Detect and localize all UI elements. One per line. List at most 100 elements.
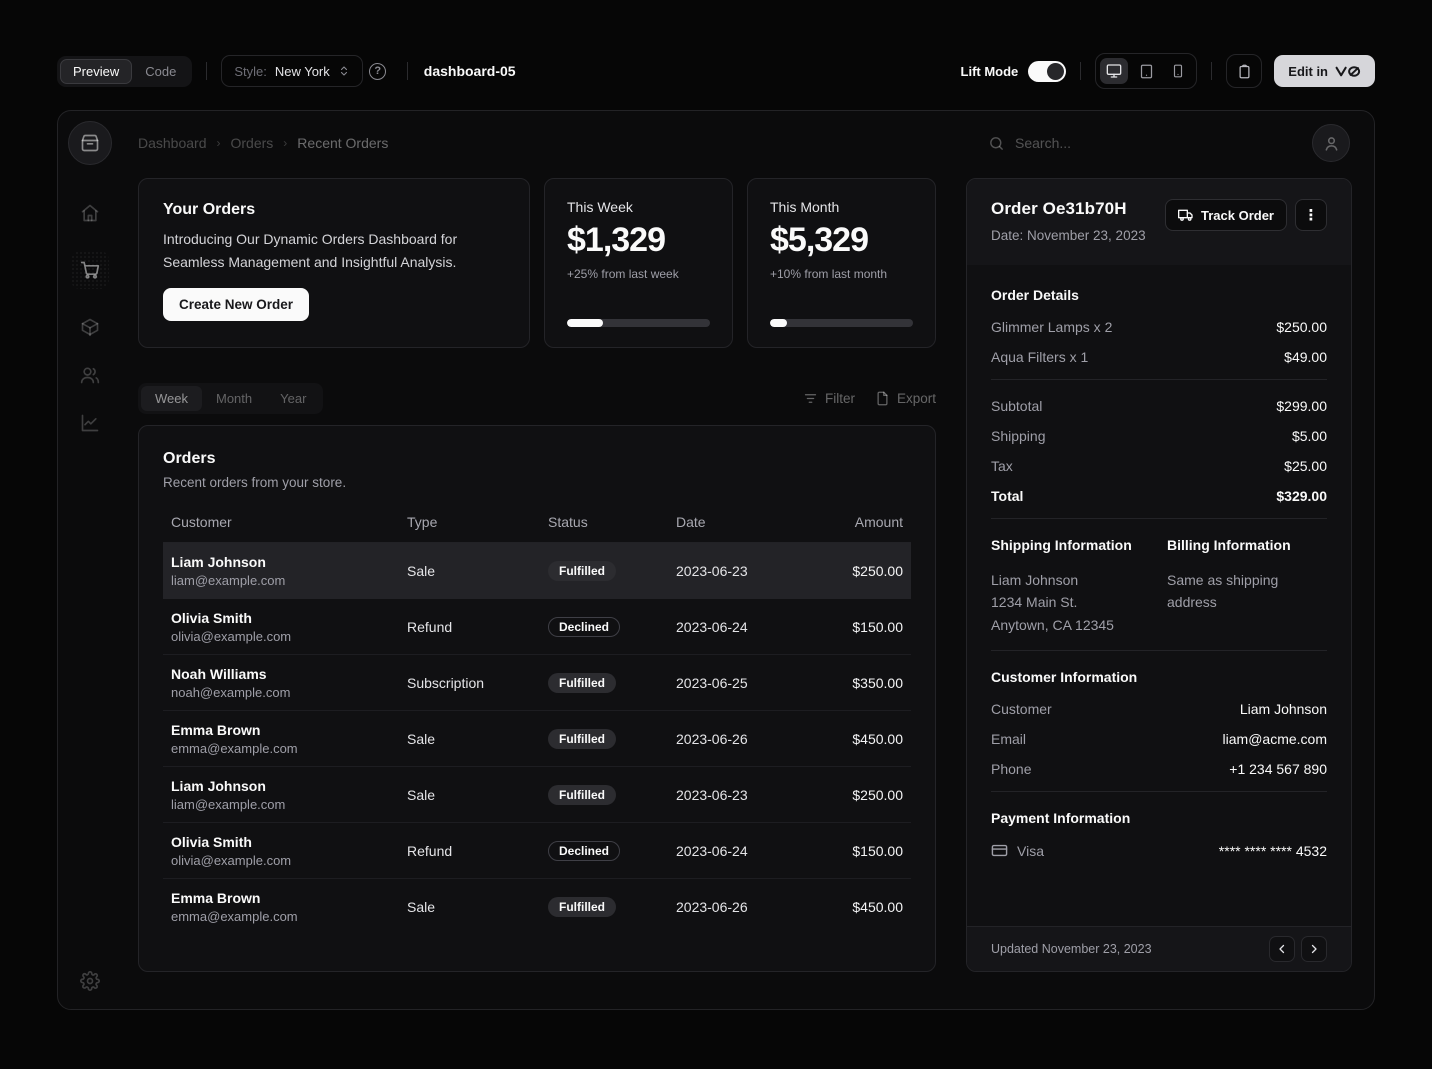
tab-month[interactable]: Month xyxy=(216,390,253,406)
order-details-title: Order Details xyxy=(991,287,1079,303)
device-preview-group xyxy=(1095,53,1198,89)
breadcrumb-orders[interactable]: Orders xyxy=(230,135,274,151)
gear-icon xyxy=(80,971,100,991)
style-select-label: Style: xyxy=(234,63,267,79)
order-amount: $450.00 xyxy=(852,899,903,915)
tab-year[interactable]: Year xyxy=(280,390,307,406)
order-date: 2023-06-23 xyxy=(676,562,748,579)
order-date: 2023-06-26 xyxy=(676,899,748,915)
table-row[interactable]: Olivia Smith olivia@example.com Refund De… xyxy=(163,599,911,655)
stat-label: This Week xyxy=(567,199,633,215)
copy-code-button[interactable] xyxy=(1226,54,1263,88)
order-date: 2023-06-24 xyxy=(676,618,748,635)
track-order-button[interactable]: Track Order xyxy=(1165,199,1287,231)
divider xyxy=(991,791,1327,793)
stat-delta: +10% from last month xyxy=(770,267,888,281)
order-type: Refund xyxy=(407,842,453,859)
chevrons-up-down-icon xyxy=(338,65,350,77)
divider xyxy=(406,62,408,80)
orders-table-card: Orders Recent orders from your store. Cu… xyxy=(138,425,936,972)
divider xyxy=(206,62,208,80)
table-row[interactable]: Emma Brown emma@example.com Sale Fulfille… xyxy=(163,879,911,935)
summary-value: $329.00 xyxy=(1276,488,1327,504)
order-amount: $450.00 xyxy=(852,730,903,747)
table-row[interactable]: Emma Brown emma@example.com Sale Fulfille… xyxy=(163,711,911,767)
sidebar-item-settings[interactable] xyxy=(80,971,100,991)
search-box xyxy=(988,135,1298,152)
track-order-label: Track Order xyxy=(1201,207,1274,223)
order-pagination xyxy=(1269,936,1327,962)
billing-text: Same as shipping address xyxy=(1167,572,1279,611)
previous-order-button[interactable] xyxy=(1269,936,1295,962)
customer-info-title: Customer Information xyxy=(991,669,1138,686)
filter-button[interactable]: Filter xyxy=(803,391,855,406)
sidebar-item-products[interactable] xyxy=(80,317,100,337)
customer-name: Liam Johnson xyxy=(171,777,266,794)
intro-card: Your Orders Introducing Our Dynamic Orde… xyxy=(138,178,530,348)
search-input[interactable] xyxy=(1015,135,1298,151)
table-row[interactable]: Liam Johnson liam@example.com Sale Fulfil… xyxy=(163,543,911,599)
search-icon xyxy=(988,135,1005,152)
order-amount: $250.00 xyxy=(852,562,903,579)
intro-card-title: Your Orders xyxy=(163,201,256,218)
more-options-button[interactable]: ⋮ xyxy=(1295,199,1327,231)
customer-name: Emma Brown xyxy=(171,890,261,906)
export-button[interactable]: Export xyxy=(875,391,936,406)
sidebar-item-customers[interactable] xyxy=(80,365,100,385)
next-order-button[interactable] xyxy=(1301,936,1327,962)
filter-label: Filter xyxy=(824,390,855,406)
help-button[interactable]: ? xyxy=(363,56,393,86)
file-export-icon xyxy=(875,391,890,406)
orders-subtitle: Recent orders from your store. xyxy=(163,475,347,490)
breadcrumb-dashboard[interactable]: Dashboard xyxy=(138,135,207,151)
create-new-order-button[interactable]: Create New Order xyxy=(163,288,310,322)
order-date: 2023-06-23 xyxy=(676,786,748,803)
table-row[interactable]: Liam Johnson liam@example.com Sale Fulfil… xyxy=(163,767,911,823)
order-date: 2023-06-26 xyxy=(676,730,748,747)
tab-preview[interactable]: Preview xyxy=(60,58,133,84)
monitor-icon xyxy=(1106,63,1122,79)
mobile-view-button[interactable] xyxy=(1164,58,1192,84)
stat-value: $5,329 xyxy=(770,221,869,259)
customer-email: liam@example.com xyxy=(171,796,286,812)
col-type: Type xyxy=(407,514,438,530)
col-status: Status xyxy=(548,514,588,530)
customer-email: olivia@example.com xyxy=(171,852,292,868)
payment-info-title: Payment Information xyxy=(991,810,1131,827)
divider xyxy=(1080,62,1082,80)
app-logo-button[interactable] xyxy=(68,121,112,165)
payment-card-number: **** **** **** 4532 xyxy=(1218,842,1327,859)
lift-mode-toggle[interactable] xyxy=(1028,60,1067,82)
status-badge: Fulfilled xyxy=(548,784,616,805)
tab-week[interactable]: Week xyxy=(141,385,202,411)
edit-in-v0-button[interactable]: Edit in xyxy=(1274,55,1375,87)
user-avatar[interactable] xyxy=(1312,124,1350,162)
tablet-view-button[interactable] xyxy=(1132,58,1160,84)
summary-row: Shipping $5.00 xyxy=(991,428,1327,444)
stat-card-month: This Month $5,329 +10% from last month xyxy=(747,178,936,348)
customer-email: noah@example.com xyxy=(171,684,291,700)
col-customer: Customer xyxy=(171,514,232,530)
customer-name: Olivia Smith xyxy=(171,609,252,626)
sidebar-item-home[interactable] xyxy=(80,203,100,223)
desktop-view-button[interactable] xyxy=(1100,58,1129,84)
order-detail-card: Order Oe31b70H Date: November 23, 2023 T… xyxy=(966,178,1352,972)
style-select[interactable]: Style: New York xyxy=(221,55,363,87)
orders-title: Orders xyxy=(163,450,216,467)
table-row[interactable]: Noah Williams noah@example.com Subscripti… xyxy=(163,655,911,711)
table-row[interactable]: Olivia Smith olivia@example.com Refund De… xyxy=(163,823,911,879)
customer-name: Olivia Smith xyxy=(171,833,252,850)
tab-code[interactable]: Code xyxy=(145,63,177,79)
col-date: Date xyxy=(676,514,706,530)
info-label: Email xyxy=(991,731,1027,748)
order-date: 2023-06-24 xyxy=(676,842,748,859)
stat-value: $1,329 xyxy=(567,221,666,259)
status-badge: Fulfilled xyxy=(548,672,616,693)
help-icon: ? xyxy=(369,62,387,80)
shipping-line: Anytown, CA 12345 xyxy=(991,616,1114,633)
sidebar-item-analytics[interactable] xyxy=(80,413,100,433)
edit-in-v0-label: Edit in xyxy=(1288,63,1328,79)
sidebar-item-orders[interactable] xyxy=(71,251,109,289)
summary-label: Total xyxy=(991,488,1024,504)
filter-icon xyxy=(803,391,818,406)
